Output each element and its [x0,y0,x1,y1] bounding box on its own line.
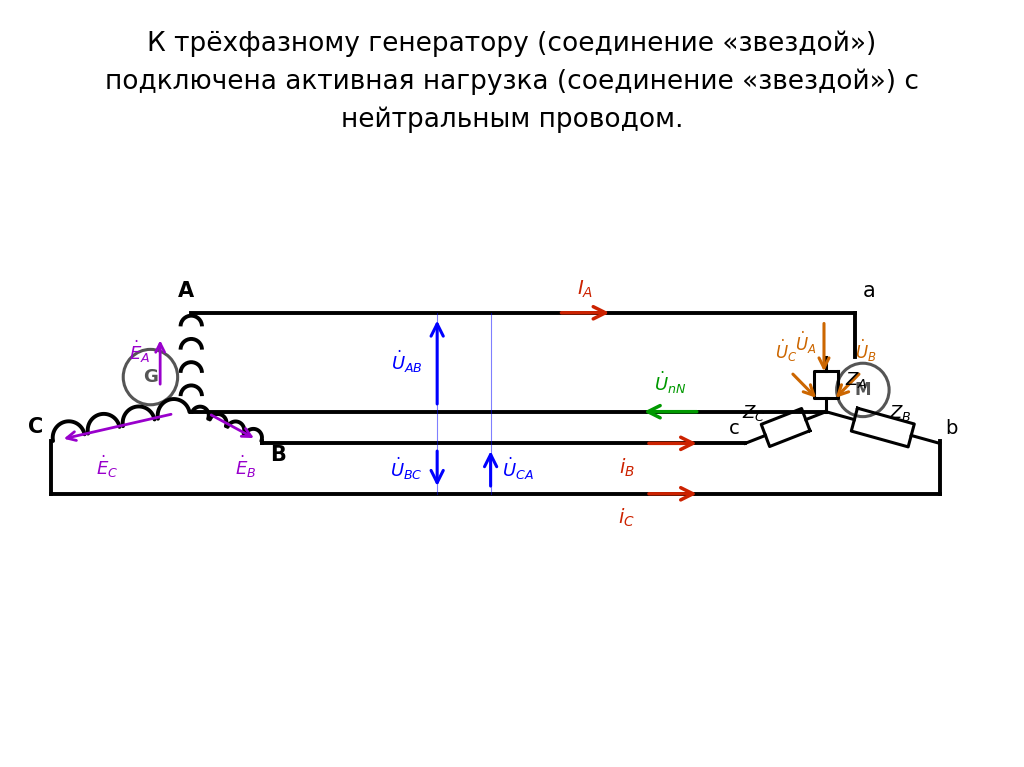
Text: M: M [855,381,871,399]
Text: A: A [178,281,195,301]
Text: $i_C$: $i_C$ [617,507,635,529]
Text: $\dot{U}_{nN}$: $\dot{U}_{nN}$ [654,370,687,396]
Text: $\dot{E}_B$: $\dot{E}_B$ [236,453,257,479]
Text: $I_A$: $I_A$ [577,278,593,300]
Text: $\dot{U}_{AB}$: $\dot{U}_{AB}$ [391,349,423,375]
Text: $\dot{U}_C$: $\dot{U}_C$ [775,338,798,364]
Text: К трёхфазному генератору (соединение «звездой»)
подключена активная нагрузка (со: К трёхфазному генератору (соединение «зв… [105,31,919,133]
Text: a: a [863,281,876,301]
Text: C: C [29,416,44,436]
Text: $\dot{U}_A$: $\dot{U}_A$ [795,331,816,357]
Text: $Z_A$: $Z_A$ [846,370,868,390]
Text: $Z_C$: $Z_C$ [742,403,766,423]
Text: G: G [143,368,158,386]
Text: $\dot{E}_C$: $\dot{E}_C$ [95,453,118,479]
Text: $\dot{U}_B$: $\dot{U}_B$ [855,338,877,364]
Text: b: b [945,420,957,439]
Text: c: c [729,420,739,439]
Text: $\dot{U}_{BC}$: $\dot{U}_{BC}$ [390,456,423,482]
Text: $\dot{E}_A$: $\dot{E}_A$ [129,339,151,366]
Text: $\dot{U}_{CA}$: $\dot{U}_{CA}$ [503,456,535,482]
Text: $i_B$: $i_B$ [618,456,635,479]
Text: $Z_B$: $Z_B$ [889,403,911,423]
Text: B: B [270,446,286,466]
